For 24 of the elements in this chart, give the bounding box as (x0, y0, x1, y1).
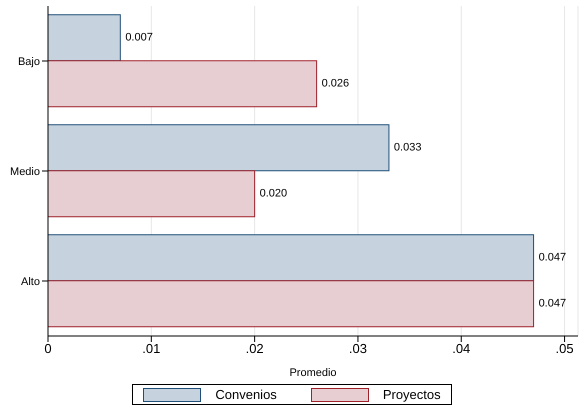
y-tick-label: Alto (21, 276, 40, 288)
bar (48, 170, 256, 218)
x-tick-label: .03 (348, 341, 367, 356)
bar (48, 280, 534, 328)
data-label: 0.033 (394, 142, 422, 154)
bar (48, 124, 390, 172)
legend-label: Proyectos (382, 387, 441, 402)
x-axis-title: Promedio (289, 367, 337, 379)
x-tick-label: .02 (246, 341, 264, 356)
x-tick-label: .04 (452, 341, 470, 356)
x-tick-label: 0 (44, 341, 52, 356)
x-tick-label: .01 (142, 341, 160, 356)
data-label: 0.007 (125, 32, 153, 44)
bar (48, 14, 121, 62)
data-label: 0.047 (538, 298, 566, 310)
bar (48, 60, 318, 108)
bar (48, 234, 534, 282)
data-label: 0.026 (322, 78, 350, 90)
legend-label: Convenios (215, 387, 277, 402)
y-tick-label: Bajo (18, 56, 40, 68)
data-label: 0.047 (538, 252, 566, 264)
x-tick-label: .05 (556, 341, 574, 356)
y-tick-label: Medio (10, 166, 40, 178)
data-label: 0.020 (260, 188, 288, 200)
